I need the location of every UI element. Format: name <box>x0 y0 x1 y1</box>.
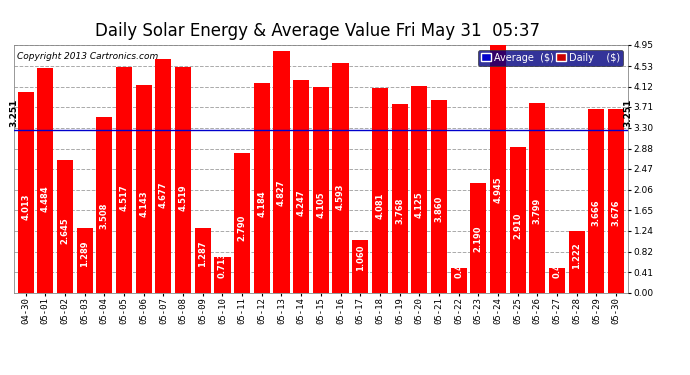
Text: 3.860: 3.860 <box>435 196 444 222</box>
Text: 4.247: 4.247 <box>297 189 306 216</box>
Bar <box>195 228 211 292</box>
Text: 4.143: 4.143 <box>139 191 148 217</box>
Text: 4.517: 4.517 <box>119 184 128 211</box>
Bar <box>175 66 191 292</box>
Text: 3.676: 3.676 <box>611 199 620 226</box>
Bar <box>411 86 427 292</box>
Bar <box>529 102 545 292</box>
Text: 4.827: 4.827 <box>277 179 286 206</box>
Bar <box>273 51 290 292</box>
Bar <box>215 257 230 292</box>
Bar <box>37 68 53 292</box>
Bar <box>490 45 506 292</box>
Text: 2.790: 2.790 <box>237 215 246 241</box>
Bar <box>372 88 388 292</box>
Bar <box>97 117 112 292</box>
Bar <box>352 240 368 292</box>
Bar <box>510 147 526 292</box>
Bar <box>549 268 565 292</box>
Bar <box>569 231 585 292</box>
Bar <box>254 83 270 292</box>
Text: 3.508: 3.508 <box>100 202 109 229</box>
Bar <box>234 153 250 292</box>
Text: 4.013: 4.013 <box>21 193 30 220</box>
Text: 4.484: 4.484 <box>41 185 50 211</box>
Text: 4.593: 4.593 <box>336 183 345 210</box>
Bar <box>155 58 171 292</box>
Bar <box>431 99 447 292</box>
Text: 4.677: 4.677 <box>159 182 168 208</box>
Text: 2.645: 2.645 <box>61 217 70 244</box>
Text: 0.713: 0.713 <box>218 251 227 278</box>
Text: 1.222: 1.222 <box>572 242 581 268</box>
Bar <box>313 87 329 292</box>
Legend: Average  ($), Daily    ($): Average ($), Daily ($) <box>478 50 623 66</box>
Text: 4.945: 4.945 <box>493 177 502 204</box>
Text: 4.081: 4.081 <box>375 192 384 219</box>
Bar <box>391 104 408 292</box>
Text: 3.251: 3.251 <box>623 99 633 128</box>
Text: 3.666: 3.666 <box>592 199 601 226</box>
Text: 0.488: 0.488 <box>454 251 463 278</box>
Text: Copyright 2013 Cartronics.com: Copyright 2013 Cartronics.com <box>17 53 158 62</box>
Text: 4.519: 4.519 <box>179 184 188 211</box>
Bar <box>77 228 92 292</box>
Text: 4.125: 4.125 <box>415 191 424 218</box>
Bar <box>57 160 73 292</box>
Text: Daily Solar Energy & Average Value Fri May 31  05:37: Daily Solar Energy & Average Value Fri M… <box>95 22 540 40</box>
Bar <box>589 109 604 292</box>
Text: 3.768: 3.768 <box>395 198 404 224</box>
Bar <box>608 109 624 292</box>
Bar <box>17 92 34 292</box>
Text: 2.190: 2.190 <box>474 225 483 252</box>
Text: 3.251: 3.251 <box>9 99 19 128</box>
Text: 4.105: 4.105 <box>316 192 326 218</box>
Text: 1.060: 1.060 <box>356 245 365 272</box>
Bar <box>333 63 348 292</box>
Bar <box>293 80 309 292</box>
Text: 2.910: 2.910 <box>513 213 522 239</box>
Bar <box>136 86 152 292</box>
Text: 1.289: 1.289 <box>80 241 89 267</box>
Text: 1.287: 1.287 <box>198 241 207 267</box>
Bar <box>116 67 132 292</box>
Text: 4.184: 4.184 <box>257 190 266 217</box>
Text: 0.483: 0.483 <box>553 252 562 278</box>
Text: 3.799: 3.799 <box>533 197 542 223</box>
Bar <box>451 268 466 292</box>
Bar <box>471 183 486 292</box>
